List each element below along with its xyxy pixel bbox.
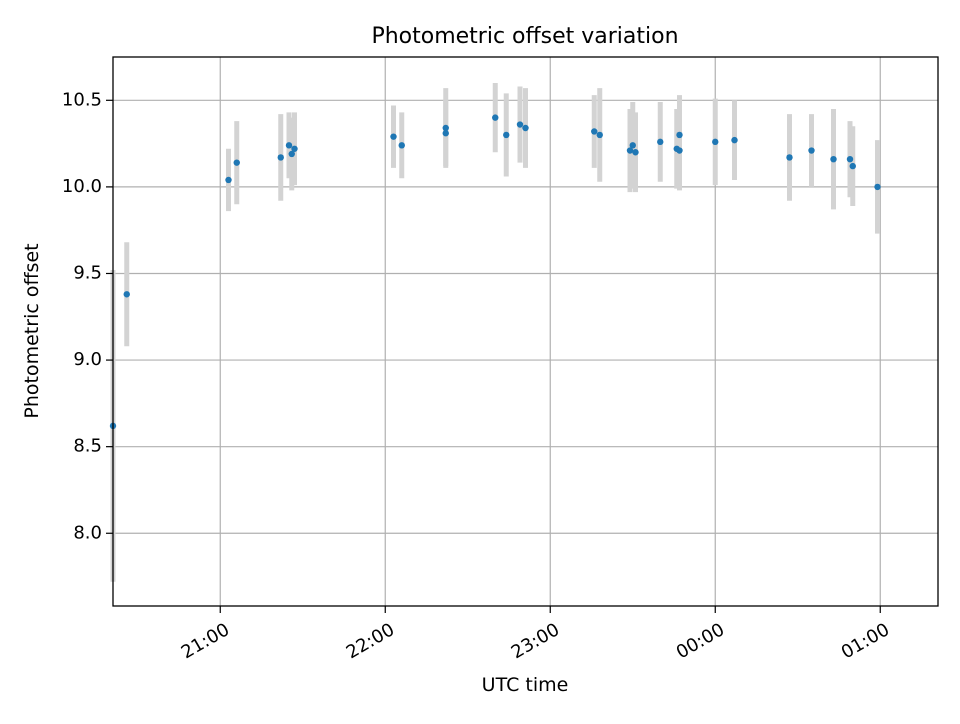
data-point xyxy=(846,155,854,163)
data-point xyxy=(398,142,405,149)
y-tick-label: 8.0 xyxy=(73,522,102,543)
data-point xyxy=(657,138,664,146)
data-point xyxy=(830,155,837,163)
data-point xyxy=(596,131,603,139)
data-point xyxy=(503,131,510,139)
y-axis-ticks: 8.0 8.5 9.0 9.5 10.0 10.5 xyxy=(62,89,113,543)
data-point xyxy=(849,162,856,170)
data-point xyxy=(874,183,881,191)
y-tick-label: 10.5 xyxy=(62,89,102,110)
data-point xyxy=(731,136,738,144)
data-point xyxy=(522,124,529,132)
data-point xyxy=(676,147,683,154)
data-point xyxy=(712,138,719,146)
chart-title: Photometric offset variation xyxy=(371,24,678,49)
data-points xyxy=(109,114,881,430)
data-point xyxy=(285,142,293,149)
x-axis-label: UTC time xyxy=(482,674,569,696)
data-point xyxy=(626,147,634,154)
data-point xyxy=(591,128,598,135)
data-point xyxy=(629,142,636,149)
y-tick-label: 8.5 xyxy=(73,436,102,457)
data-point xyxy=(676,131,683,139)
data-point xyxy=(291,145,298,152)
y-axis-label: Photometric offset xyxy=(21,243,43,418)
data-point xyxy=(233,159,240,166)
data-point xyxy=(808,147,815,154)
data-point xyxy=(390,133,397,140)
plot-frame xyxy=(112,56,939,607)
y-tick-label: 9.0 xyxy=(73,349,102,370)
data-point xyxy=(277,154,284,161)
data-point xyxy=(442,130,449,137)
data-point xyxy=(786,154,793,161)
y-tick-label: 9.5 xyxy=(73,262,102,283)
data-point xyxy=(632,149,639,156)
y-tick-label: 10.0 xyxy=(62,176,102,197)
data-point xyxy=(225,176,232,184)
data-point xyxy=(442,124,449,132)
data-point xyxy=(516,121,524,128)
data-point xyxy=(288,150,295,158)
data-point xyxy=(123,291,130,298)
data-point xyxy=(492,114,499,121)
